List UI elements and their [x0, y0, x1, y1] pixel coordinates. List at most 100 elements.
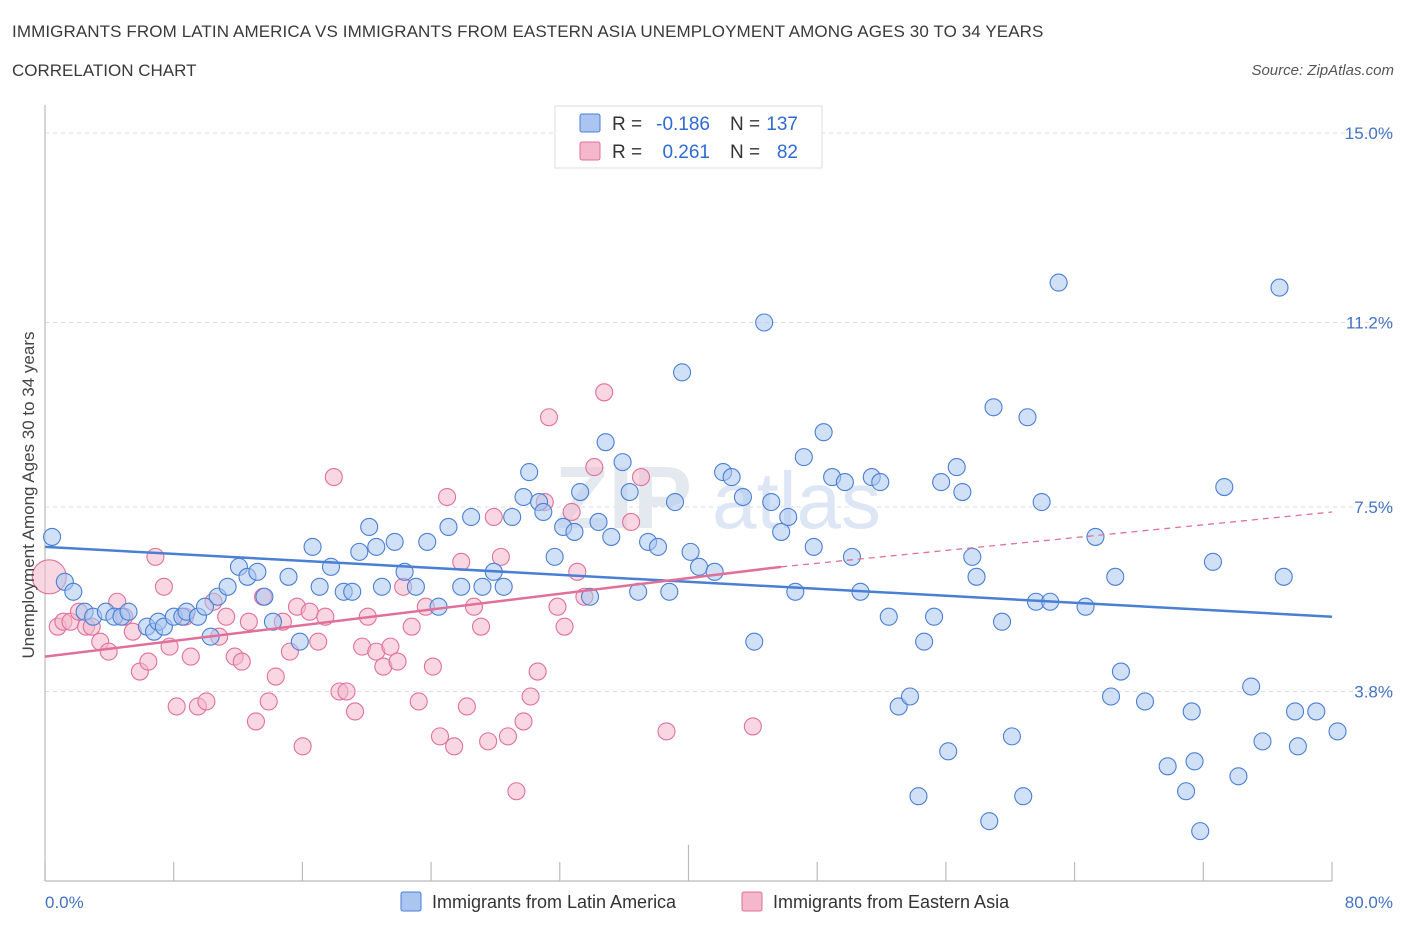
latin-america-point — [255, 587, 274, 606]
eastern-asia-point — [491, 547, 510, 566]
eastern-asia-point — [521, 687, 540, 706]
x-tick-label-max: 80.0% — [1345, 893, 1393, 912]
latin-america-point — [439, 517, 458, 536]
legend-r-label-2: R = — [612, 142, 642, 163]
latin-america-point — [786, 582, 805, 601]
latin-america-point — [804, 537, 823, 556]
eastern-asia-point — [514, 712, 533, 731]
latin-america-point — [871, 473, 890, 492]
source-credit: Source: ZipAtlas.com — [1251, 62, 1394, 79]
latin-america-point — [980, 812, 999, 831]
chart-subtitle: CORRELATION CHART — [12, 61, 197, 80]
latin-america-point — [1203, 552, 1223, 571]
eastern-asia-point — [300, 602, 319, 621]
latin-america-point — [462, 507, 481, 527]
eastern-asia-point — [445, 737, 464, 756]
eastern-asia-point — [484, 507, 503, 527]
latin-america-point — [915, 632, 934, 651]
latin-america-point — [303, 537, 322, 556]
latin-america-point — [1111, 662, 1130, 681]
latin-america-point — [452, 577, 471, 596]
eastern-asia-point — [146, 547, 165, 566]
eastern-asia-point — [309, 632, 328, 651]
eastern-asia-point — [528, 662, 547, 681]
latin-america-point — [953, 482, 972, 502]
latin-america-point — [900, 687, 920, 706]
chart-title: IMMIGRANTS FROM LATIN AMERICA VS IMMIGRA… — [12, 22, 1044, 41]
latin-america-point — [681, 542, 700, 561]
latin-america-point — [1177, 782, 1196, 801]
eastern-asia-point — [568, 562, 587, 581]
latin-america-point — [879, 607, 898, 626]
latin-america-point — [571, 482, 590, 502]
latin-america-point — [1106, 567, 1125, 586]
y-tick-label: 7.5% — [1354, 498, 1393, 517]
latin-america-point — [932, 473, 951, 492]
latin-america-point — [1274, 567, 1293, 586]
latin-america-point — [772, 522, 791, 541]
legend-n-value-1: 137 — [766, 114, 798, 135]
latin-america-point — [195, 597, 215, 616]
latin-america-point — [1101, 687, 1121, 706]
latin-america-point — [367, 537, 386, 556]
eastern-asia-point — [232, 652, 251, 671]
eastern-asia-point — [631, 468, 651, 487]
eastern-asia-point — [167, 697, 186, 716]
eastern-asia-point — [498, 727, 517, 746]
latin-america-point — [889, 697, 908, 716]
latin-america-point — [665, 492, 685, 512]
latin-america-point — [620, 482, 639, 502]
latin-america-point — [43, 527, 62, 546]
trend-line-eastern-asia-extended — [781, 511, 1333, 568]
y-tick-label: 3.8% — [1354, 683, 1393, 702]
eastern-asia-point — [622, 512, 641, 532]
eastern-asia-point — [345, 702, 365, 721]
eastern-asia-point — [409, 692, 428, 711]
eastern-asia-point — [381, 637, 400, 656]
latin-america-point — [690, 557, 709, 576]
eastern-asia-point — [337, 682, 356, 701]
latin-america-point — [1288, 737, 1307, 756]
latin-america-point — [1185, 752, 1204, 771]
latin-america-point — [602, 527, 621, 546]
latin-america-point — [992, 612, 1012, 631]
latin-america-point — [762, 492, 781, 512]
eastern-asia-point — [585, 458, 604, 477]
legend-r-value-2: 0.261 — [662, 142, 710, 163]
eastern-asia-point — [471, 617, 491, 636]
latin-america-point — [1229, 767, 1248, 786]
eastern-asia-point — [464, 597, 484, 616]
eastern-asia-point — [259, 692, 278, 711]
legend-n-label-2: N = — [730, 142, 760, 163]
latin-america-point — [503, 507, 522, 527]
eastern-asia-point — [402, 617, 421, 636]
latin-america-point — [613, 453, 632, 472]
trend-line-eastern-asia — [44, 565, 782, 658]
latin-america-point — [722, 468, 741, 487]
axis-layer — [44, 105, 1332, 882]
latin-america-point — [1135, 692, 1155, 711]
grid-layer — [44, 132, 1395, 881]
y-tick-label: 11.2% — [1346, 313, 1393, 332]
latin-america-point — [984, 398, 1003, 417]
latin-america-point — [406, 577, 425, 596]
eastern-asia-point — [293, 737, 312, 756]
eastern-asia-point — [657, 722, 676, 741]
eastern-asia-point — [539, 408, 559, 427]
latin-america-point — [310, 577, 329, 596]
latin-america-point — [1049, 273, 1068, 292]
latin-america-point — [1158, 757, 1177, 776]
latin-america-point — [648, 537, 668, 556]
latin-america-point — [947, 458, 966, 477]
eastern-asia-point — [217, 607, 236, 626]
eastern-asia-point — [743, 717, 762, 736]
latin-america-point — [1018, 408, 1037, 427]
eastern-asia-point — [388, 652, 407, 671]
latin-america-point — [1242, 677, 1261, 696]
bottom-legend-label-latin-america: Immigrants from Latin America — [432, 892, 677, 912]
latin-america-point — [939, 742, 958, 761]
legend-r-value-1: -0.186 — [656, 114, 710, 135]
latin-america-point — [279, 567, 298, 586]
latin-america-point — [385, 532, 404, 551]
